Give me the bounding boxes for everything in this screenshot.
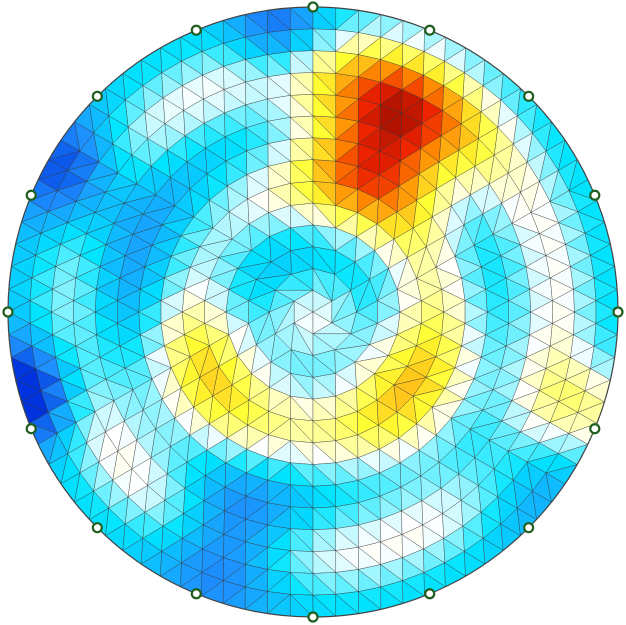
electrode-marker <box>307 1 319 13</box>
electrode-marker <box>589 423 601 435</box>
mesh-element <box>312 224 337 251</box>
electrode-marker <box>523 90 535 102</box>
electrode-marker <box>589 189 601 201</box>
mesh-element <box>312 93 337 118</box>
mesh-element <box>312 6 337 30</box>
electrode-marker <box>2 306 14 318</box>
mesh-element <box>312 267 333 302</box>
electrode-marker <box>25 423 37 435</box>
electrode-marker <box>307 611 319 623</box>
mesh-element <box>312 49 337 74</box>
electrode-marker <box>190 588 202 600</box>
mesh-triangles <box>7 6 619 618</box>
electrode-marker <box>424 588 436 600</box>
electrode-marker <box>523 522 535 534</box>
mesh-element <box>312 137 337 162</box>
electrode-marker <box>25 189 37 201</box>
mesh-element <box>312 115 337 140</box>
mesh-element <box>312 180 337 206</box>
mesh-element <box>312 158 337 184</box>
electrode-marker <box>190 24 202 36</box>
electrode-marker <box>424 24 436 36</box>
mesh-element <box>312 245 336 275</box>
mesh-element <box>312 71 337 96</box>
electrode-marker <box>91 90 103 102</box>
electrode-marker <box>612 306 624 318</box>
electrode-marker <box>91 522 103 534</box>
mesh-element <box>312 202 337 229</box>
mesh-element <box>312 28 337 52</box>
